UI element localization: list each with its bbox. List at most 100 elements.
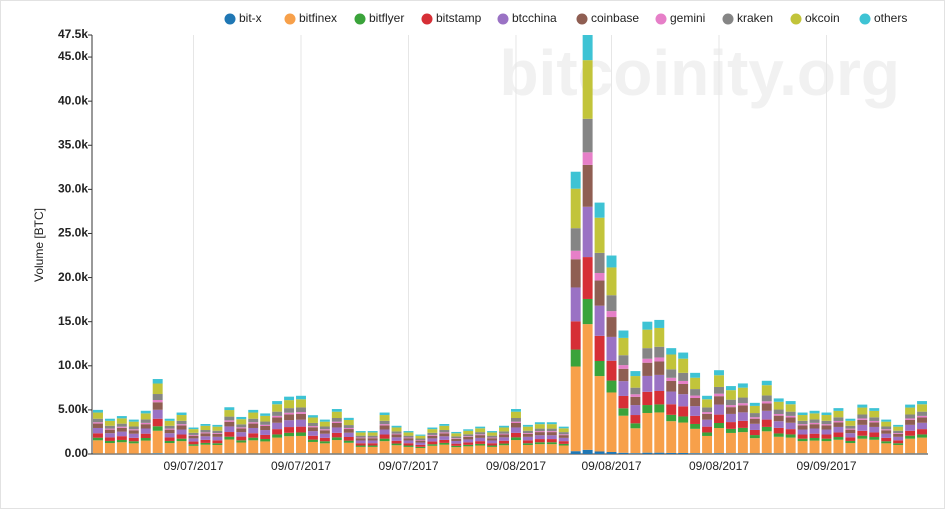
bar-segment	[714, 428, 724, 454]
bar-segment	[415, 442, 426, 445]
bar-segment	[104, 437, 115, 441]
bar-segment	[307, 427, 318, 432]
bar-segment	[869, 410, 880, 418]
bar-segment	[857, 418, 868, 420]
y-tick-label: 25.0k	[58, 226, 88, 240]
bar-segment	[104, 428, 115, 430]
bar-segment	[773, 433, 784, 437]
bar-segment	[881, 430, 892, 434]
bar-segment	[714, 404, 724, 415]
bar-segment	[391, 427, 402, 432]
bar-segment	[869, 422, 880, 427]
bar-segment	[678, 406, 689, 417]
bar-segment	[666, 452, 677, 454]
bar-segment	[630, 396, 641, 406]
bar-segment	[451, 436, 462, 439]
bar-segment	[761, 426, 772, 432]
bar-segment	[93, 418, 103, 423]
bar-segment	[905, 418, 916, 420]
bar-segment	[319, 443, 330, 454]
bar-segment	[439, 430, 450, 433]
bar-segment	[797, 438, 808, 442]
bar-segment	[869, 437, 880, 440]
bar-segment	[618, 408, 629, 416]
bar-segment	[188, 441, 199, 445]
bar-segment	[845, 437, 856, 441]
bar-segment	[260, 415, 271, 422]
bar-segment	[833, 439, 844, 454]
bar-segment	[857, 438, 868, 454]
bar-segment	[343, 417, 354, 421]
bar-segment	[857, 404, 868, 408]
bar-segment	[152, 430, 163, 454]
bar-segment	[248, 418, 259, 423]
bar-segment	[176, 420, 187, 425]
bar-segment	[522, 433, 533, 434]
bar-segment	[188, 438, 199, 442]
bar-segment	[260, 413, 271, 416]
bar-segment	[737, 453, 748, 454]
bar-segment	[893, 430, 904, 434]
bar-segment	[749, 402, 760, 406]
bar-segment	[403, 446, 414, 454]
bar-segment	[307, 431, 318, 436]
bar-segment	[104, 443, 115, 454]
bar-segment	[200, 432, 211, 434]
bar-segment	[439, 433, 450, 437]
bar-segment	[499, 434, 509, 438]
bar-segment	[522, 430, 533, 434]
bar-segment	[905, 419, 916, 425]
bar-segment	[415, 435, 426, 439]
bar-segment	[260, 434, 271, 439]
bar-segment	[463, 429, 474, 431]
bar-segment	[749, 413, 760, 418]
bar-segment	[93, 437, 103, 441]
bar-segment	[248, 433, 259, 438]
bar-segment	[319, 419, 330, 422]
bar-segment	[152, 383, 163, 395]
bar-segment	[606, 317, 617, 337]
bar-segment	[893, 426, 904, 431]
bar-segment	[379, 412, 390, 416]
legend-label: others	[874, 11, 907, 25]
bar-segment	[809, 410, 820, 414]
bar-segment	[427, 435, 438, 439]
bar-segment	[164, 420, 175, 426]
bar-segment	[391, 433, 402, 435]
bar-segment	[917, 417, 927, 423]
bar-segment	[487, 437, 498, 439]
y-tick-label: 40.0k	[58, 93, 88, 107]
bar-segment	[833, 420, 844, 423]
bar-segment	[678, 358, 689, 373]
bar-segment	[331, 421, 342, 423]
bar-segment	[773, 415, 784, 422]
bar-segment	[845, 420, 856, 426]
bar-segment	[427, 438, 438, 442]
bar-segment	[642, 452, 653, 454]
bar-segment	[212, 436, 223, 441]
bar-segment	[379, 424, 390, 426]
bar-segment	[511, 440, 521, 454]
bar-segment	[487, 446, 498, 454]
bar-segment	[881, 441, 892, 444]
bar-segment	[403, 435, 414, 438]
bar-segment	[427, 434, 438, 436]
bar-segment	[833, 437, 844, 440]
bar-segment	[869, 426, 880, 433]
bar-segment	[606, 452, 617, 454]
bar-segment	[152, 426, 163, 431]
bar-segment	[451, 438, 462, 441]
bar-segment	[391, 445, 402, 454]
bar-segment	[499, 433, 509, 435]
bar-segment	[534, 432, 545, 436]
bar-segment	[128, 433, 139, 438]
y-tick-label: 30.0k	[58, 182, 88, 196]
bar-segment	[522, 444, 533, 454]
bar-segment	[702, 432, 713, 436]
bar-segment	[582, 164, 593, 207]
bar-segment	[236, 436, 247, 441]
bar-segment	[475, 426, 486, 429]
bar-segment	[666, 354, 677, 370]
bar-segment	[236, 419, 247, 425]
bar-segment	[725, 428, 736, 433]
